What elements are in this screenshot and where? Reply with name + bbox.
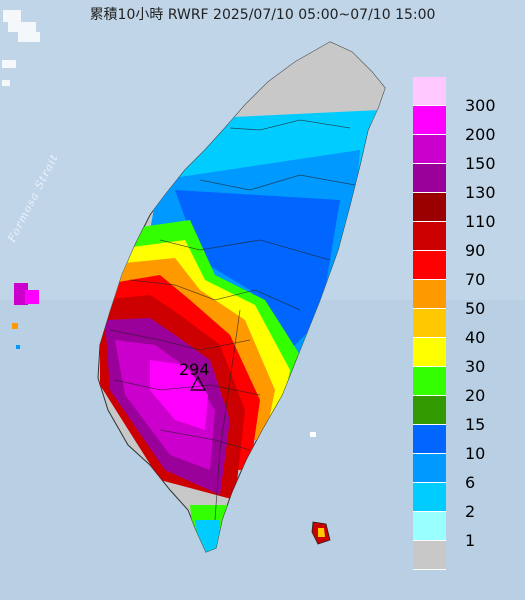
legend-label: 90 (465, 241, 486, 260)
legend-label: 300 (465, 96, 496, 115)
legend-swatch (413, 541, 446, 570)
legend-swatch (413, 483, 446, 512)
legend-label: 20 (465, 386, 486, 405)
county-boundaries (109, 119, 356, 521)
legend-label: 2 (465, 502, 476, 521)
legend-label: 1 (465, 531, 476, 550)
legend-label: 15 (465, 415, 486, 434)
legend-swatch (413, 106, 446, 135)
max-rainfall-marker: 294 (179, 360, 210, 391)
rainfall-field (98, 42, 385, 552)
max-rainfall-value: 294 (179, 360, 210, 379)
legend-swatch (413, 367, 446, 396)
legend-swatch (413, 309, 446, 338)
legend-label: 10 (465, 444, 486, 463)
legend-swatch (413, 164, 446, 193)
legend-swatch (413, 280, 446, 309)
legend-label: 6 (465, 473, 476, 492)
legend-swatch (413, 512, 446, 541)
legend-swatch (413, 454, 446, 483)
legend-swatch (413, 396, 446, 425)
legend-label: 130 (465, 183, 496, 202)
legend-swatch (413, 338, 446, 367)
cloud-noise (2, 10, 40, 86)
legend-label: 70 (465, 270, 486, 289)
triangle-marker-icon (189, 375, 207, 391)
legend-swatch (413, 425, 446, 454)
legend-swatch (413, 193, 446, 222)
legend-label: 30 (465, 357, 486, 376)
legend-label: 110 (465, 212, 496, 231)
legend-swatch (413, 222, 446, 251)
legend-swatch (413, 251, 446, 280)
legend-label: 150 (465, 154, 496, 173)
map-title: 累積10小時 RWRF 2025/07/10 05:00~07/10 15:00 (89, 7, 436, 23)
legend-label: 50 (465, 299, 486, 318)
legend-swatch (413, 77, 446, 106)
offshore-islands (12, 283, 331, 545)
legend-label: 200 (465, 125, 496, 144)
legend-swatch (413, 135, 446, 164)
legend-label: 40 (465, 328, 486, 347)
